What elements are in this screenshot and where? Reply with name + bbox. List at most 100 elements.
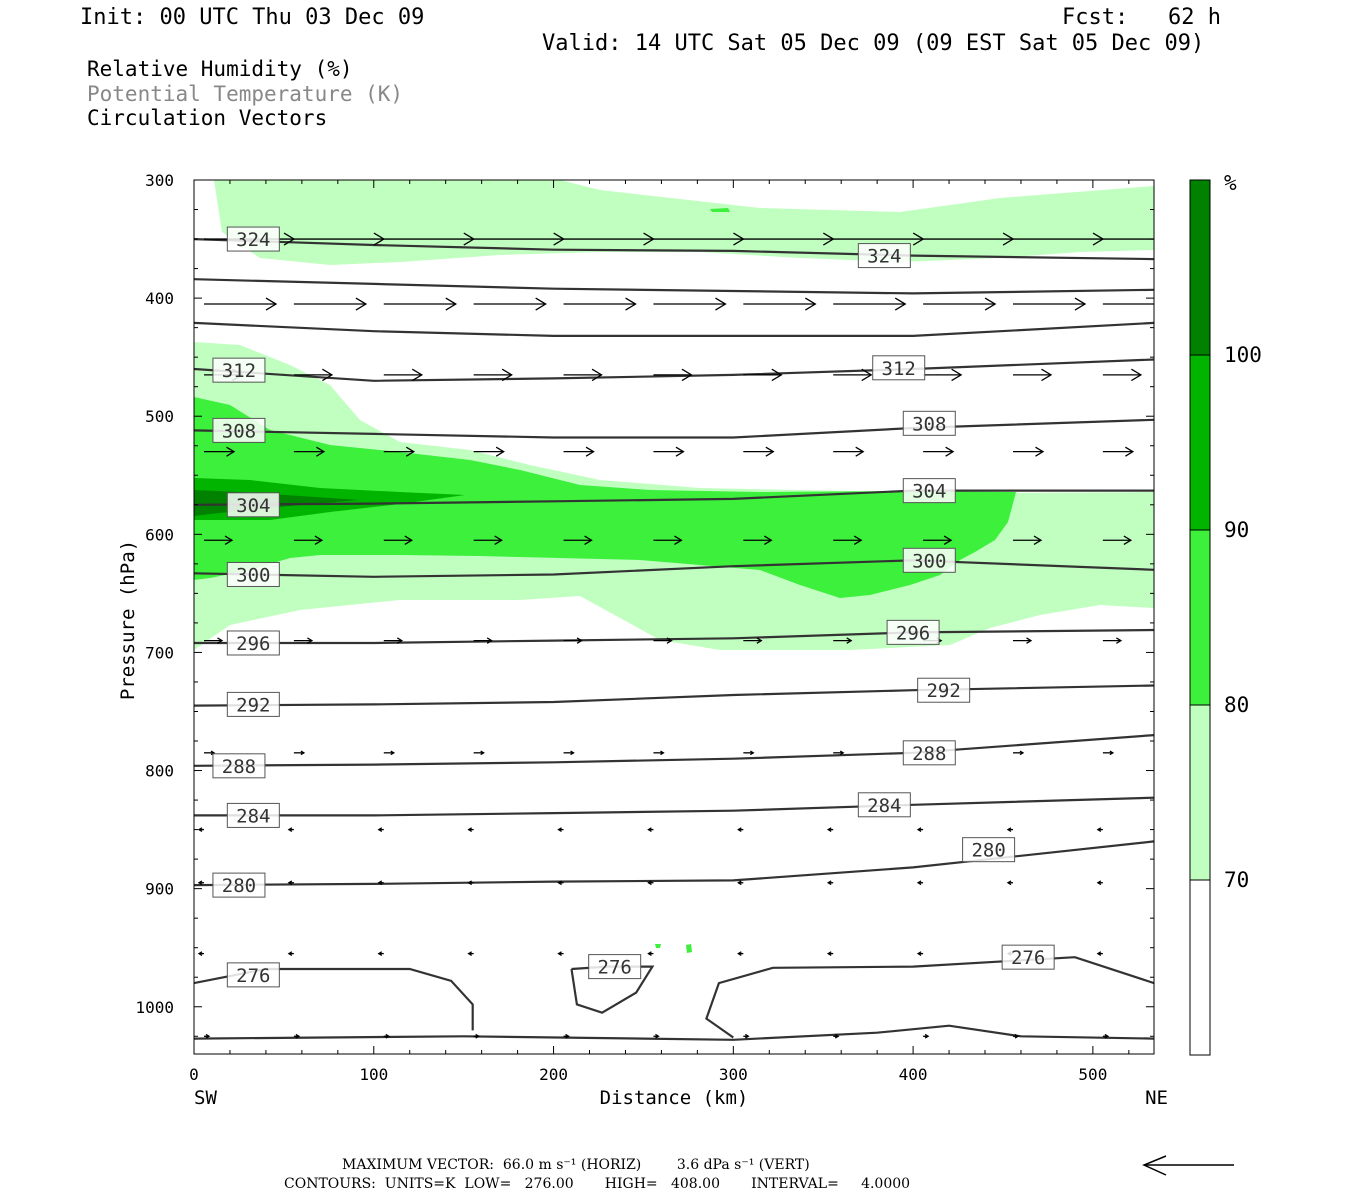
x-tick-label: 0	[189, 1065, 199, 1084]
contour-label-box	[857, 243, 911, 269]
theta-contour-324	[194, 238, 1154, 261]
contour-label-box	[857, 792, 911, 818]
circulation-vector-head	[737, 880, 742, 886]
contour-label: 280	[222, 875, 256, 897]
circulation-vector-head	[666, 637, 673, 644]
circulation-vector-head	[749, 750, 755, 756]
circulation-vector-head	[826, 880, 832, 886]
colorbar-bin-70	[1189, 704, 1211, 881]
circulation-vector-head	[570, 750, 575, 756]
circulation-vector-head	[984, 297, 997, 311]
circulation-vector-head	[756, 637, 763, 644]
rh-low-speck	[686, 944, 692, 953]
x-endpoint-sw: SW	[194, 1087, 217, 1109]
circulation-vector-head	[943, 535, 953, 545]
circulation-vector-head	[322, 368, 334, 382]
circulation-vector-head	[737, 827, 742, 832]
colorbar-bin-100	[1189, 179, 1211, 356]
y-tick-label: 500	[145, 407, 174, 426]
circulation-vector-head	[210, 750, 216, 756]
circulation-vector-head	[287, 827, 293, 832]
contour-label: 284	[867, 795, 901, 817]
circulation-vector-head	[1019, 750, 1025, 756]
circulation-vector-head	[853, 535, 863, 545]
circulation-vector-head	[226, 446, 236, 457]
theta-contour-280	[194, 1024, 1154, 1041]
x-tick-label: 100	[359, 1065, 388, 1084]
contour-label-box	[902, 478, 956, 504]
rh-upper-80-speck	[710, 208, 730, 212]
circulation-vector-head	[390, 750, 396, 756]
circulation-vector-head	[494, 535, 503, 545]
circulation-vector-head	[916, 827, 922, 832]
contour-label-box	[212, 417, 266, 443]
colorbar-label-80: 80	[1224, 693, 1249, 717]
contour-label-box	[212, 753, 266, 779]
circulation-vector-head	[486, 637, 493, 644]
contour-label: 284	[236, 805, 270, 827]
contour-label-box	[1001, 944, 1055, 970]
circulation-vector-head	[501, 368, 513, 382]
contour-label-box	[226, 962, 280, 988]
forecast-hour: Fcst: 62 h	[1062, 5, 1221, 30]
theta-contour-280	[194, 840, 1154, 887]
contour-label: 276	[1011, 947, 1045, 969]
contour-label-box	[226, 226, 280, 252]
circulation-vector-head	[1123, 535, 1133, 545]
theta-contour-320	[194, 278, 1154, 295]
circulation-vector-head	[287, 880, 293, 886]
circulation-vector-head	[287, 951, 293, 956]
colorbar: % 100 90 80 70	[1189, 171, 1262, 1056]
circulation-vector-head	[1116, 637, 1123, 644]
max-vector-info: MAXIMUM VECTOR: 66.0 m s⁻¹ (HORIZ) 3.6 d…	[342, 1157, 810, 1173]
circulation-vector-head	[839, 750, 845, 756]
circulation-vector-head	[205, 1033, 211, 1039]
circulation-vector-head	[467, 880, 472, 886]
contour-info: CONTOURS: UNITS=K LOW= 276.00 HIGH= 408.…	[284, 1176, 911, 1192]
circulation-vector-head	[197, 827, 203, 832]
colorbar-bin-80	[1189, 529, 1211, 706]
rh-shading	[194, 180, 1154, 953]
circulation-vector-head	[535, 297, 547, 311]
contour-label: 308	[912, 413, 946, 435]
circulation-vector-head	[951, 368, 963, 382]
contour-label-box	[226, 691, 280, 717]
circulation-vector-head	[804, 297, 817, 311]
theta-contour-284	[194, 796, 1154, 817]
circulation-vector-head	[826, 951, 832, 956]
circulation-vector-head	[265, 297, 278, 311]
circulation-vector-head	[385, 1033, 391, 1039]
circulation-vector-head	[894, 297, 907, 311]
contour-label: 304	[236, 495, 270, 517]
circulation-vector-head	[224, 535, 234, 545]
y-tick-label: 1000	[135, 998, 174, 1017]
contour-label-box	[886, 619, 940, 645]
theta-contour-276	[705, 956, 1154, 1039]
circulation-vector-head	[647, 880, 652, 886]
colorbar-bin-90	[1189, 354, 1211, 531]
circulation-vector-head	[467, 827, 472, 832]
circulation-vector-head	[765, 446, 775, 457]
circulation-vector-head	[1035, 446, 1045, 457]
contour-label: 300	[236, 564, 270, 586]
circulation-vector-head	[1026, 637, 1033, 644]
circulation-vector-head	[1096, 880, 1102, 886]
legend-theta: Potential Temperature (K)	[87, 82, 404, 106]
circulation-vector-head	[495, 446, 505, 457]
rh-upper-70	[214, 180, 1154, 265]
theta-contour-296	[194, 628, 1154, 645]
contour-label: 312	[222, 360, 256, 382]
circulation-vector-head	[217, 637, 224, 644]
circulation-vector-head	[834, 1033, 840, 1039]
colorbar-label-100: 100	[1224, 343, 1262, 367]
contour-label: 296	[236, 633, 270, 655]
circulation-vector-head	[576, 637, 583, 644]
contour-label: 324	[867, 246, 901, 268]
circulation-vector-head	[715, 297, 727, 311]
contour-label: 276	[236, 965, 270, 987]
circulation-vector-head	[405, 446, 416, 457]
circulation-vector-head	[675, 446, 685, 457]
circulation-vector-head	[763, 535, 773, 545]
contour-label: 276	[598, 957, 632, 979]
